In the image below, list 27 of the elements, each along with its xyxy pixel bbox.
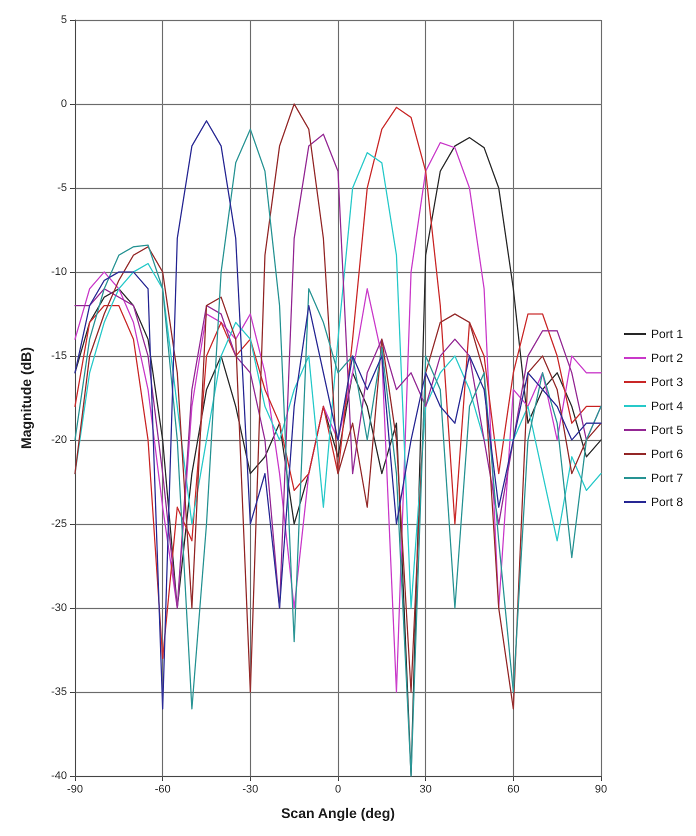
y-tick-label: -30 <box>51 602 67 614</box>
legend-label: Port 1 <box>650 327 684 341</box>
legend-label: Port 5 <box>650 423 684 437</box>
y-tick-label: -15 <box>51 350 67 362</box>
y-tick-label: 0 <box>60 98 67 110</box>
legend-label: Port 3 <box>650 375 684 389</box>
legend-label: Port 2 <box>650 351 684 365</box>
legend-label: Port 6 <box>650 447 684 461</box>
x-tick-label: 0 <box>334 784 342 796</box>
x-tick-label: 60 <box>507 784 520 796</box>
x-tick-label: 30 <box>420 784 432 796</box>
legend-label: Port 7 <box>650 471 684 485</box>
y-tick-label: -10 <box>51 266 67 278</box>
y-axis-title: Magnitude (dB) <box>18 347 34 449</box>
y-tick-label: -25 <box>51 518 67 530</box>
legend-label: Port 8 <box>650 495 684 509</box>
y-tick-label: 5 <box>60 14 67 26</box>
y-tick-label: -35 <box>51 686 67 698</box>
y-tick-label: -5 <box>57 182 67 194</box>
x-tick-label: -60 <box>154 784 171 796</box>
legend-label: Port 4 <box>650 399 684 413</box>
y-tick-label: -40 <box>51 770 67 782</box>
y-tick-label: -20 <box>51 434 67 446</box>
x-axis-title: Scan Angle (deg) <box>281 805 395 821</box>
x-tick-label: 90 <box>594 784 608 796</box>
x-tick-label: -30 <box>242 784 258 796</box>
x-tick-label: -90 <box>67 784 83 796</box>
